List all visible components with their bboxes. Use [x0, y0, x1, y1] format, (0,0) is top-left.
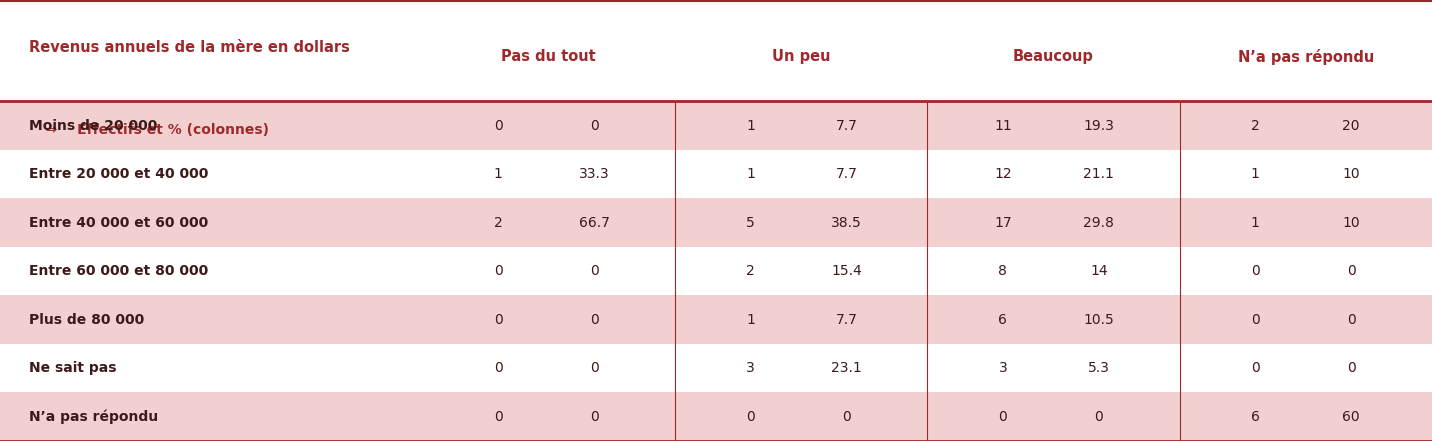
Text: 38.5: 38.5	[831, 216, 862, 230]
Text: 2: 2	[1252, 119, 1260, 133]
Text: Revenus annuels de la mère en dollars: Revenus annuels de la mère en dollars	[29, 40, 349, 55]
Text: Entre 40 000 et 60 000: Entre 40 000 et 60 000	[29, 216, 208, 230]
Text: 6: 6	[1252, 410, 1260, 424]
Text: Plus de 80 000: Plus de 80 000	[29, 313, 143, 327]
Text: 7.7: 7.7	[835, 167, 858, 181]
Text: 60: 60	[1342, 410, 1360, 424]
Text: 5.3: 5.3	[1088, 361, 1110, 375]
Text: 0: 0	[590, 361, 599, 375]
Text: 10: 10	[1342, 167, 1360, 181]
Text: 21.1: 21.1	[1084, 167, 1114, 181]
Text: 0: 0	[1348, 361, 1356, 375]
Bar	[0, 392, 1432, 441]
Text: 8: 8	[998, 264, 1007, 278]
Text: 0: 0	[998, 410, 1007, 424]
Bar	[0, 101, 1432, 150]
Text: 2: 2	[746, 264, 755, 278]
Text: 1: 1	[746, 167, 755, 181]
Text: Ne sait pas: Ne sait pas	[29, 361, 116, 375]
Text: 20: 20	[1342, 119, 1360, 133]
Text: 7.7: 7.7	[835, 119, 858, 133]
Text: 0: 0	[1252, 313, 1260, 327]
Text: 29.8: 29.8	[1084, 216, 1114, 230]
Bar	[0, 247, 1432, 295]
Text: 1: 1	[1252, 167, 1260, 181]
Text: 23.1: 23.1	[831, 361, 862, 375]
Text: 1: 1	[746, 119, 755, 133]
Text: 66.7: 66.7	[579, 216, 610, 230]
Text: 3: 3	[998, 361, 1007, 375]
Text: 0: 0	[590, 119, 599, 133]
Bar	[0, 295, 1432, 344]
Text: N’a pas répondu: N’a pas répondu	[29, 410, 158, 424]
Text: 0: 0	[590, 410, 599, 424]
Bar	[0, 0, 1432, 101]
Text: 1: 1	[494, 167, 503, 181]
Bar	[0, 198, 1432, 247]
Text: Un peu: Un peu	[772, 49, 831, 64]
Text: 11: 11	[994, 119, 1012, 133]
Bar	[0, 344, 1432, 392]
Text: 0: 0	[590, 313, 599, 327]
Text: Entre 60 000 et 80 000: Entre 60 000 et 80 000	[29, 264, 208, 278]
Text: 7.7: 7.7	[835, 313, 858, 327]
Text: 15.4: 15.4	[831, 264, 862, 278]
Text: 17: 17	[994, 216, 1012, 230]
Text: 12: 12	[994, 167, 1012, 181]
Text: 1: 1	[1252, 216, 1260, 230]
Text: 14: 14	[1090, 264, 1108, 278]
Text: 0: 0	[746, 410, 755, 424]
Text: 0: 0	[494, 410, 503, 424]
Bar	[0, 150, 1432, 198]
Text: 0: 0	[842, 410, 851, 424]
Text: Entre 20 000 et 40 000: Entre 20 000 et 40 000	[29, 167, 208, 181]
Text: 0: 0	[494, 264, 503, 278]
Text: 5: 5	[746, 216, 755, 230]
Text: 3: 3	[746, 361, 755, 375]
Text: 10: 10	[1342, 216, 1360, 230]
Text: 10.5: 10.5	[1084, 313, 1114, 327]
Text: 0: 0	[1252, 361, 1260, 375]
Text: N’a pas répondu: N’a pas répondu	[1237, 49, 1373, 64]
Text: 2: 2	[494, 216, 503, 230]
Text: 0: 0	[1094, 410, 1103, 424]
Text: 0: 0	[1348, 264, 1356, 278]
Text: 0: 0	[494, 119, 503, 133]
Text: 0: 0	[1252, 264, 1260, 278]
Text: 0: 0	[494, 313, 503, 327]
Text: 0: 0	[494, 361, 503, 375]
Text: ⇨    Effectifs et % (colonnes): ⇨ Effectifs et % (colonnes)	[46, 123, 269, 138]
Text: 19.3: 19.3	[1084, 119, 1114, 133]
Text: 6: 6	[998, 313, 1007, 327]
Text: Moins de 20 000: Moins de 20 000	[29, 119, 158, 133]
Text: 0: 0	[1348, 313, 1356, 327]
Text: 0: 0	[590, 264, 599, 278]
Text: 33.3: 33.3	[579, 167, 610, 181]
Text: Beaucoup: Beaucoup	[1012, 49, 1094, 64]
Text: 1: 1	[746, 313, 755, 327]
Text: Pas du tout: Pas du tout	[501, 49, 596, 64]
